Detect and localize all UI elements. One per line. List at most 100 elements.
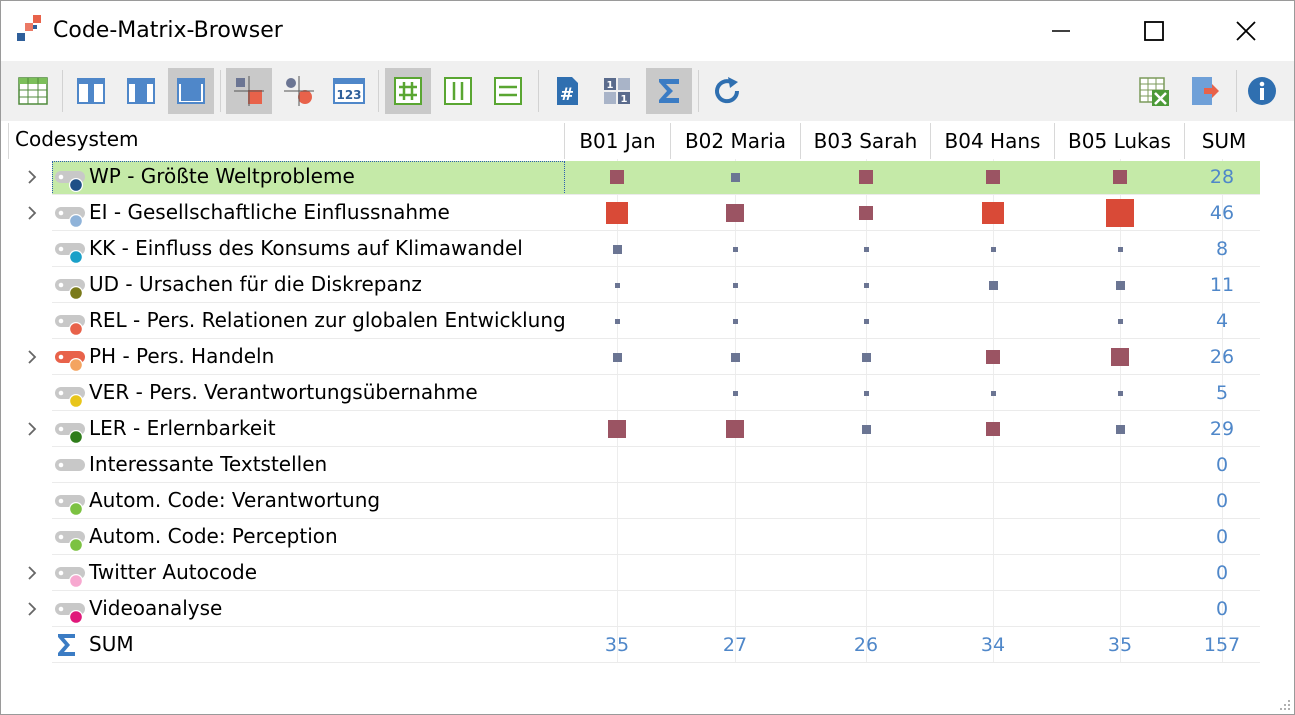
chevron-right-icon[interactable]	[24, 601, 40, 617]
chevron-right-icon[interactable]	[24, 349, 40, 365]
header-column-b05[interactable]: B05 Lukas	[1055, 123, 1185, 159]
matrix-cell-mark[interactable]	[732, 246, 738, 252]
matrix-cell-mark[interactable]	[614, 282, 620, 288]
matrix-cell-mark[interactable]	[1115, 280, 1125, 290]
matrix-cell-mark[interactable]	[732, 282, 738, 288]
chevron-right-icon[interactable]	[24, 169, 40, 185]
code-label[interactable]: REL - Pers. Relationen zur globalen Entw…	[89, 308, 566, 332]
code-label[interactable]: Videoanalyse	[89, 596, 223, 620]
matrix-cell-mark[interactable]	[726, 204, 744, 222]
sigma-icon[interactable]	[646, 68, 692, 114]
matrix-cell-mark[interactable]	[608, 420, 626, 438]
matrix-cell-mark[interactable]	[990, 390, 996, 396]
header-column-b04[interactable]: B04 Hans	[931, 123, 1055, 159]
matrix-cell-mark[interactable]	[1115, 424, 1125, 434]
code-label[interactable]: Twitter Autocode	[89, 560, 258, 584]
code-label[interactable]: LER - Erlernbarkeit	[89, 416, 276, 440]
matrix-cell-mark[interactable]	[730, 172, 740, 182]
matrix-cell-mark[interactable]	[612, 244, 622, 254]
matrix-cell-mark[interactable]	[861, 424, 871, 434]
code-row[interactable]: Twitter Autocode 0	[1, 555, 1294, 591]
code-label[interactable]: Autom. Code: Verantwortung	[89, 488, 381, 512]
row-divider	[52, 554, 1260, 555]
code-row[interactable]: Autom. Code: Perception 0	[1, 519, 1294, 555]
code-row[interactable]: Autom. Code: Verantwortung 0	[1, 483, 1294, 519]
code-label[interactable]: Interessante Textstellen	[89, 452, 328, 476]
matrix-cell-mark[interactable]	[859, 206, 873, 220]
matrix-cell-mark[interactable]	[863, 246, 869, 252]
chevron-right-icon[interactable]	[24, 205, 40, 221]
total-sum: 157	[1203, 634, 1241, 656]
code-label[interactable]: Autom. Code: Perception	[89, 524, 338, 548]
matrix-cell-mark[interactable]	[730, 352, 740, 362]
resize-grip-icon[interactable]	[1279, 699, 1291, 711]
refresh-icon[interactable]	[704, 68, 750, 114]
matrix-cell-mark[interactable]	[726, 420, 744, 438]
matrix-cell-mark[interactable]	[982, 202, 1004, 224]
header-column-b03[interactable]: B03 Sarah	[801, 123, 931, 159]
code-label[interactable]: VER - Pers. Verantwortungsübernahme	[89, 380, 478, 404]
matrix-cell-mark[interactable]	[732, 390, 738, 396]
code-label[interactable]: EI - Gesellschaftliche Einflussnahme	[89, 200, 450, 224]
code-row[interactable]: UD - Ursachen für die Diskrepanz 11	[1, 267, 1294, 303]
maximize-icon[interactable]	[1131, 9, 1177, 53]
matrix-cell-mark[interactable]	[863, 390, 869, 396]
code-row[interactable]: LER - Erlernbarkeit 29	[1, 411, 1294, 447]
code-row[interactable]: EI - Gesellschaftliche Einflussnahme 46	[1, 195, 1294, 231]
info-icon[interactable]	[1239, 68, 1285, 114]
header-sum[interactable]: SUM	[1201, 129, 1247, 153]
matrix-cell-mark[interactable]	[1117, 246, 1123, 252]
minimize-icon[interactable]	[1038, 9, 1084, 53]
matrix-cell-mark[interactable]	[986, 350, 1000, 364]
chevron-right-icon[interactable]	[24, 565, 40, 581]
matrix-cell-mark[interactable]	[863, 318, 869, 324]
code-row[interactable]: Videoanalyse 0	[1, 591, 1294, 627]
exit-icon[interactable]	[1182, 68, 1228, 114]
code-row[interactable]: KK - Einfluss des Konsums auf Klimawande…	[1, 231, 1294, 267]
matrix-cell-mark[interactable]	[1117, 318, 1123, 324]
matrix-cell-mark[interactable]	[988, 280, 998, 290]
matrix-cell-mark[interactable]	[1106, 199, 1134, 227]
matrix-cell-mark[interactable]	[606, 202, 628, 224]
code-label[interactable]: PH - Pers. Handeln	[89, 344, 275, 368]
matrix-cell-mark[interactable]	[863, 282, 869, 288]
chevron-right-icon[interactable]	[24, 421, 40, 437]
column-center-icon[interactable]	[118, 68, 164, 114]
code-label[interactable]: UD - Ursachen für die Diskrepanz	[89, 272, 422, 296]
header-column-b01[interactable]: B01 Jan	[565, 123, 671, 159]
header-column-b02[interactable]: B02 Maria	[671, 123, 801, 159]
table-icon[interactable]	[10, 68, 56, 114]
matrix-cell-mark[interactable]	[1113, 170, 1127, 184]
close-icon[interactable]	[1223, 9, 1269, 53]
hash-doc-icon[interactable]: #	[544, 68, 590, 114]
matrix-cell-mark[interactable]	[614, 318, 620, 324]
code-row[interactable]: Interessante Textstellen 0	[1, 447, 1294, 483]
code-row[interactable]: REL - Pers. Relationen zur globalen Entw…	[1, 303, 1294, 339]
matrix-cell-mark[interactable]	[732, 318, 738, 324]
header-codesystem[interactable]: Codesystem	[8, 123, 565, 159]
matrix-cell-mark[interactable]	[1117, 390, 1123, 396]
hash-grid-icon[interactable]	[385, 68, 431, 114]
code-label[interactable]: KK - Einfluss des Konsums auf Klimawande…	[89, 236, 523, 260]
code-row[interactable]: PH - Pers. Handeln 26	[1, 339, 1294, 375]
matrix-cell-mark[interactable]	[990, 246, 996, 252]
rows-icon[interactable]	[485, 68, 531, 114]
matrix-cell-mark[interactable]	[861, 352, 871, 362]
matrix-cell-mark[interactable]	[859, 170, 873, 184]
squares-icon[interactable]	[226, 68, 272, 114]
code-label[interactable]: WP - Größte Weltprobleme	[89, 164, 355, 188]
column-wide-icon[interactable]	[168, 68, 214, 114]
code-row[interactable]: VER - Pers. Verantwortungsübernahme 5	[1, 375, 1294, 411]
column-left-icon[interactable]	[68, 68, 114, 114]
numbers-123-icon[interactable]: 123	[326, 68, 372, 114]
matrix-cell-mark[interactable]	[986, 422, 1000, 436]
matrix-cell-mark[interactable]	[1111, 348, 1129, 366]
circles-icon[interactable]	[276, 68, 322, 114]
code-row[interactable]: WP - Größte Weltprobleme 28	[1, 159, 1294, 195]
matrix-cell-mark[interactable]	[986, 170, 1000, 184]
columns-icon[interactable]	[435, 68, 481, 114]
excel-export-icon[interactable]	[1131, 68, 1177, 114]
matrix-cell-mark[interactable]	[610, 170, 624, 184]
matrix-cell-mark[interactable]	[612, 352, 622, 362]
